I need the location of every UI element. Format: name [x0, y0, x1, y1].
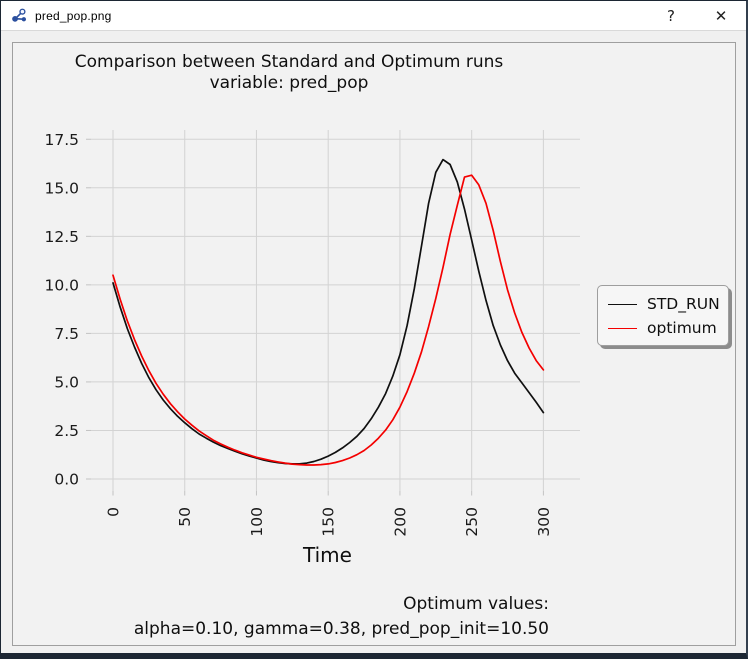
annotation-line1: Optimum values:: [403, 594, 549, 614]
molecule-icon: [12, 8, 27, 22]
chart-plot-area: 0 50 100 150 200 250 300 0.0 2.5 5.0 7.5 10.0 12.5 15…: [44, 130, 580, 537]
y-tick-label: 15.0: [44, 179, 79, 197]
figure-canvas: 0 50 100 150 200 250 300 0.0 2.5 5.0 7.5 10.0 12.5 15…: [12, 42, 736, 646]
window-title: pred_pop.png: [35, 8, 112, 23]
x-tick-label: 0: [105, 507, 123, 517]
chart-title-line1: Comparison between Standard and Optimum …: [74, 52, 504, 72]
optimum-values-annotation: Optimum values: alpha=0.10, gamma=0.38, …: [134, 592, 549, 642]
legend-label-std-run: STD_RUN: [647, 295, 720, 313]
chart-title: Comparison between Standard and Optimum …: [53, 52, 525, 93]
optimum-line-sample: [608, 327, 637, 329]
x-axis-label: Time: [303, 543, 352, 567]
legend-label-optimum: optimum: [647, 319, 717, 337]
help-button[interactable]: ?: [646, 1, 696, 31]
y-tick-label: 0.0: [54, 471, 79, 489]
chart-title-line2: variable: pred_pop: [209, 72, 369, 93]
x-tick-label: 100: [248, 507, 266, 537]
curve-optimum: [112, 174, 545, 466]
x-tick-label: 50: [176, 507, 194, 527]
y-tick-label: 7.5: [54, 325, 79, 343]
annotation-line2: alpha=0.10, gamma=0.38, pred_pop_init=10…: [133, 619, 549, 639]
titlebar[interactable]: pred_pop.png ? ✕: [1, 1, 746, 31]
y-tick-label: 10.0: [44, 276, 79, 294]
legend: STD_RUN optimum: [597, 285, 729, 346]
legend-entry-std-run: STD_RUN: [608, 292, 720, 316]
legend-entry-optimum: optimum: [608, 316, 718, 340]
std-run-line-sample: [608, 303, 637, 305]
curve-std_run: [112, 158, 545, 465]
x-tick-label: 300: [535, 507, 553, 537]
y-tick-label: 17.5: [44, 131, 79, 149]
y-tick-label: 5.0: [54, 373, 79, 391]
x-tick-label: 150: [320, 507, 338, 537]
y-tick-label: 12.5: [44, 228, 79, 246]
x-tick-label: 250: [463, 507, 481, 537]
y-tick-label: 2.5: [54, 422, 79, 440]
close-button[interactable]: ✕: [696, 1, 746, 31]
x-tick-label: 200: [391, 507, 409, 537]
